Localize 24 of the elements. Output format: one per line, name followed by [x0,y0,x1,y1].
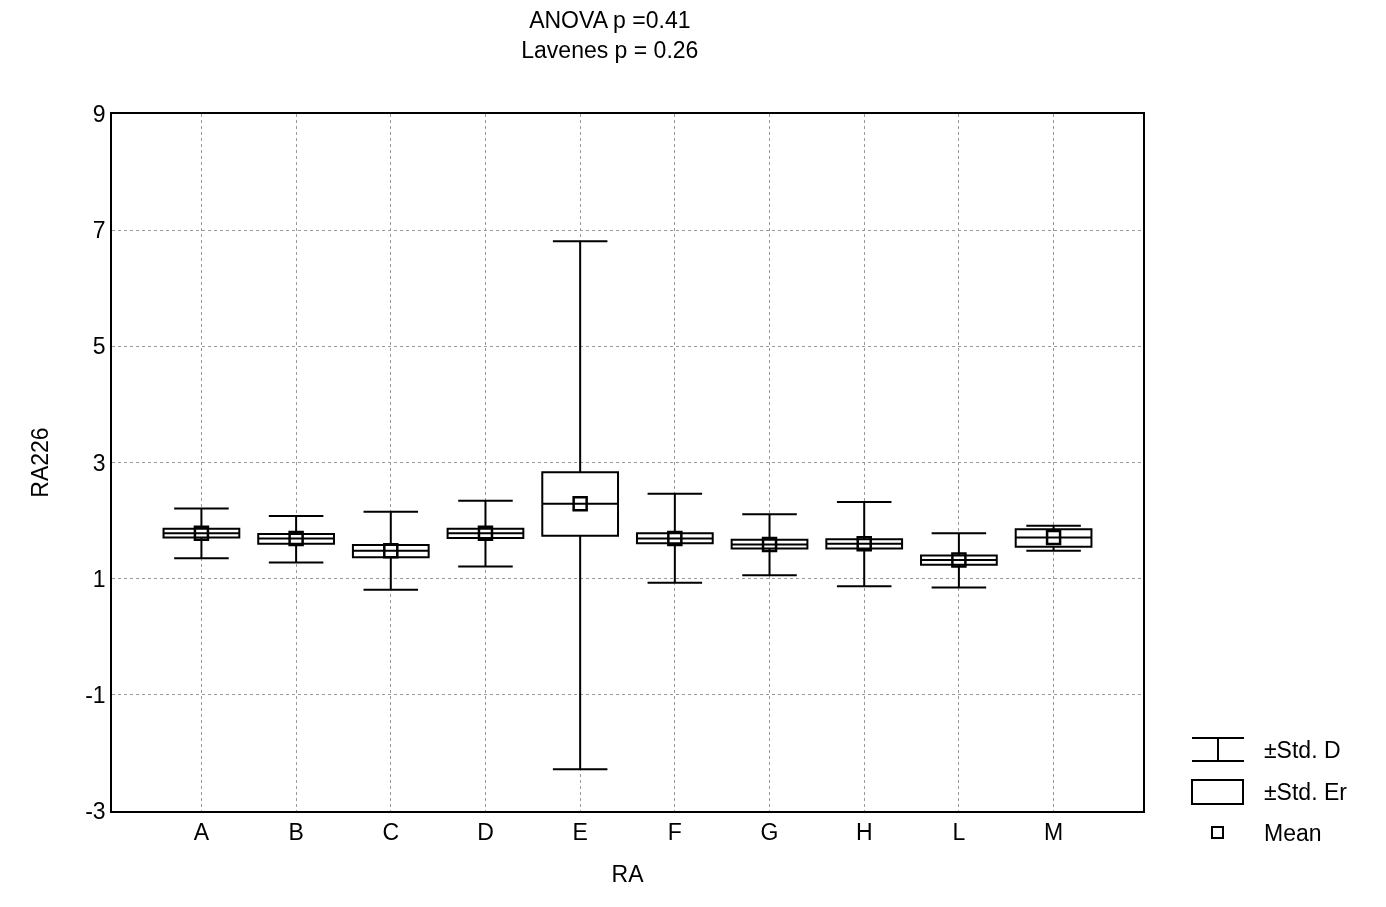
x-tick-label: E [572,819,588,846]
chart-title: ANOVA p =0.41 [529,6,691,33]
x-tick-label: F [667,819,682,846]
y-tick-label: 9 [92,101,106,128]
y-tick-label: 5 [92,333,106,360]
text: ±Std. D [1264,737,1341,763]
x-tick-label: C [382,819,400,846]
x-tick-label: M [1043,819,1064,846]
chart-subtitle: Lavenes p = 0.26 [521,36,699,63]
text: Mean [1264,820,1322,846]
x-axis-title: RA [611,861,645,888]
text: ±Std. Er [1264,779,1348,805]
y-axis-title: RA226 [27,427,54,498]
x-tick-label: L [952,819,966,846]
x-tick-label: A [193,819,210,846]
y-tick-label: 7 [92,217,106,244]
y-tick-label: -1 [85,681,106,708]
x-tick-label: H [855,819,873,846]
x-tick-label: B [288,819,304,846]
y-tick-label: -3 [85,798,106,825]
x-tick-label: G [760,819,779,846]
y-tick-label: 3 [92,449,106,476]
y-tick-label: 1 [92,565,106,592]
x-tick-label: D [477,819,494,846]
